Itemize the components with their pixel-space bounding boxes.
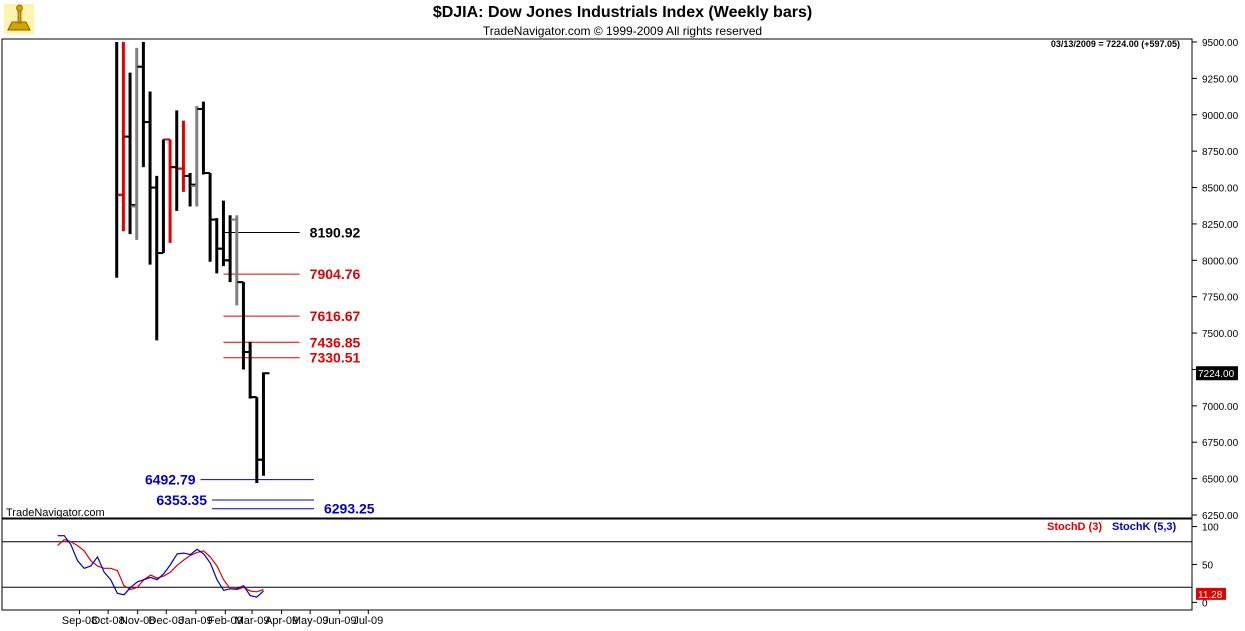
legend-stochk: StochK (5,3) bbox=[1112, 521, 1177, 533]
level-label: 7330.51 bbox=[310, 350, 361, 366]
level-label: 7904.76 bbox=[310, 266, 361, 282]
x-tick-label: Dec-08 bbox=[149, 615, 184, 627]
stoch-line bbox=[57, 538, 264, 593]
x-tick-label: Feb-09 bbox=[208, 615, 243, 627]
level-label: 6293.25 bbox=[324, 501, 375, 517]
y-tick-label: 9500.00 bbox=[1202, 38, 1239, 49]
stoch-tick-label: 50 bbox=[1202, 561, 1214, 572]
stoch-tick-label: 0 bbox=[1202, 598, 1208, 609]
y-tick-label: 9250.00 bbox=[1202, 74, 1239, 85]
chart-title: $DJIA: Dow Jones Industrials Index (Week… bbox=[432, 4, 813, 21]
copyright-subtitle: TradeNavigator.com © 1999-2009 All right… bbox=[482, 24, 763, 38]
x-tick-label: Oct-08 bbox=[92, 615, 125, 627]
x-tick-label: Jul-09 bbox=[353, 615, 383, 627]
legend-stochd: StochD (3) bbox=[1047, 521, 1102, 533]
stoch-tick-label: 100 bbox=[1202, 523, 1219, 534]
y-tick-label: 7750.00 bbox=[1202, 293, 1239, 304]
last-price-label: 7224.00 bbox=[1198, 369, 1235, 380]
y-tick-label: 8500.00 bbox=[1202, 184, 1239, 195]
level-label: 6353.35 bbox=[156, 492, 207, 508]
price-readout: 03/13/2009 = 7224.00 (+597.05) bbox=[1050, 39, 1180, 49]
app-logo bbox=[4, 4, 34, 34]
y-tick-label: 8000.00 bbox=[1202, 256, 1239, 267]
x-tick-label: Nov-08 bbox=[120, 615, 155, 627]
x-tick-label: Mar-09 bbox=[235, 615, 270, 627]
x-tick-label: Sep-08 bbox=[62, 615, 97, 627]
x-tick-label: Jan-09 bbox=[179, 615, 213, 627]
last-price-box bbox=[1196, 366, 1238, 381]
level-label: 7436.85 bbox=[310, 334, 361, 350]
y-tick-label: 6250.00 bbox=[1202, 511, 1239, 522]
y-tick-label: 6500.00 bbox=[1202, 475, 1239, 486]
y-tick-label: 8750.00 bbox=[1202, 147, 1239, 158]
y-tick-label: 7000.00 bbox=[1202, 402, 1239, 413]
stoch-last-label: 11.28 bbox=[1198, 590, 1223, 601]
y-tick-label: 6750.00 bbox=[1202, 438, 1239, 449]
stoch-last-box bbox=[1196, 587, 1226, 600]
y-tick-label: 8250.00 bbox=[1202, 220, 1239, 231]
y-tick-label: 7500.00 bbox=[1202, 329, 1239, 340]
x-tick-label: Jun-09 bbox=[323, 615, 357, 627]
level-label: 7616.67 bbox=[310, 308, 361, 324]
x-tick-label: May-09 bbox=[292, 615, 329, 627]
level-label: 6492.79 bbox=[145, 472, 196, 488]
y-tick-label: 9000.00 bbox=[1202, 111, 1239, 122]
stoch-line bbox=[57, 535, 264, 598]
main-panel-frame bbox=[1, 38, 1193, 519]
watermark: TradeNavigator.com bbox=[6, 507, 105, 519]
level-label: 8190.92 bbox=[310, 225, 361, 241]
x-tick-label: Apr-09 bbox=[265, 615, 298, 627]
stoch-panel-frame bbox=[1, 518, 1193, 611]
